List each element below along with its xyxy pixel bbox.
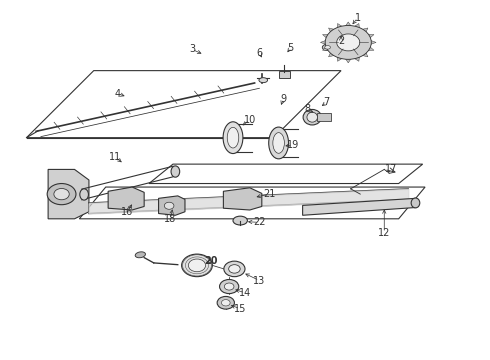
Polygon shape (320, 40, 327, 45)
Text: 12: 12 (378, 228, 391, 238)
Ellipse shape (80, 189, 89, 200)
Text: 21: 21 (263, 189, 275, 199)
Polygon shape (369, 40, 376, 45)
Text: 4: 4 (115, 89, 121, 99)
Ellipse shape (303, 109, 321, 125)
Polygon shape (303, 198, 416, 215)
Ellipse shape (135, 252, 146, 258)
Circle shape (182, 254, 212, 277)
Text: 5: 5 (288, 43, 294, 53)
Text: 10: 10 (244, 115, 256, 125)
Circle shape (229, 265, 240, 273)
Text: 22: 22 (253, 217, 266, 227)
Text: 6: 6 (256, 48, 263, 58)
Polygon shape (48, 170, 89, 219)
Circle shape (224, 283, 234, 290)
Text: 14: 14 (239, 288, 251, 298)
Text: 18: 18 (165, 214, 177, 224)
Circle shape (164, 202, 174, 209)
Text: 2: 2 (338, 36, 344, 46)
Polygon shape (108, 187, 144, 210)
Polygon shape (159, 196, 185, 215)
Text: 20: 20 (205, 256, 218, 266)
FancyBboxPatch shape (279, 71, 290, 78)
Text: 17: 17 (385, 165, 398, 174)
Text: 9: 9 (280, 94, 287, 104)
Ellipse shape (171, 166, 180, 177)
Circle shape (47, 184, 76, 205)
Circle shape (217, 296, 234, 309)
Ellipse shape (411, 198, 420, 208)
Text: 3: 3 (189, 45, 195, 54)
Circle shape (220, 279, 239, 294)
Ellipse shape (223, 122, 243, 154)
Ellipse shape (325, 46, 330, 49)
Circle shape (221, 300, 230, 306)
Polygon shape (367, 46, 374, 51)
Ellipse shape (273, 132, 284, 153)
Circle shape (325, 26, 371, 59)
Text: 13: 13 (253, 275, 266, 285)
FancyBboxPatch shape (317, 113, 331, 121)
Polygon shape (361, 28, 368, 33)
Text: 1: 1 (355, 13, 361, 23)
Text: 7: 7 (323, 98, 330, 107)
Circle shape (188, 259, 206, 272)
Polygon shape (337, 23, 343, 29)
Polygon shape (367, 34, 374, 39)
Ellipse shape (233, 216, 247, 225)
Polygon shape (345, 22, 351, 27)
Ellipse shape (259, 78, 268, 83)
Polygon shape (329, 52, 336, 57)
Polygon shape (223, 188, 262, 210)
Circle shape (54, 189, 69, 200)
Text: 16: 16 (121, 207, 133, 217)
Polygon shape (361, 52, 368, 57)
Text: 11: 11 (109, 152, 122, 162)
Ellipse shape (227, 127, 239, 148)
Polygon shape (337, 56, 343, 61)
Polygon shape (345, 58, 351, 63)
Text: 8: 8 (304, 104, 311, 114)
Ellipse shape (307, 112, 318, 122)
Polygon shape (353, 23, 359, 29)
Circle shape (337, 34, 360, 51)
Text: 19: 19 (287, 140, 299, 150)
Ellipse shape (322, 44, 333, 50)
Polygon shape (353, 56, 359, 61)
Text: 15: 15 (234, 304, 246, 314)
Ellipse shape (269, 127, 289, 159)
Circle shape (224, 261, 245, 277)
Polygon shape (322, 46, 330, 51)
Polygon shape (329, 28, 336, 33)
Polygon shape (322, 34, 330, 39)
